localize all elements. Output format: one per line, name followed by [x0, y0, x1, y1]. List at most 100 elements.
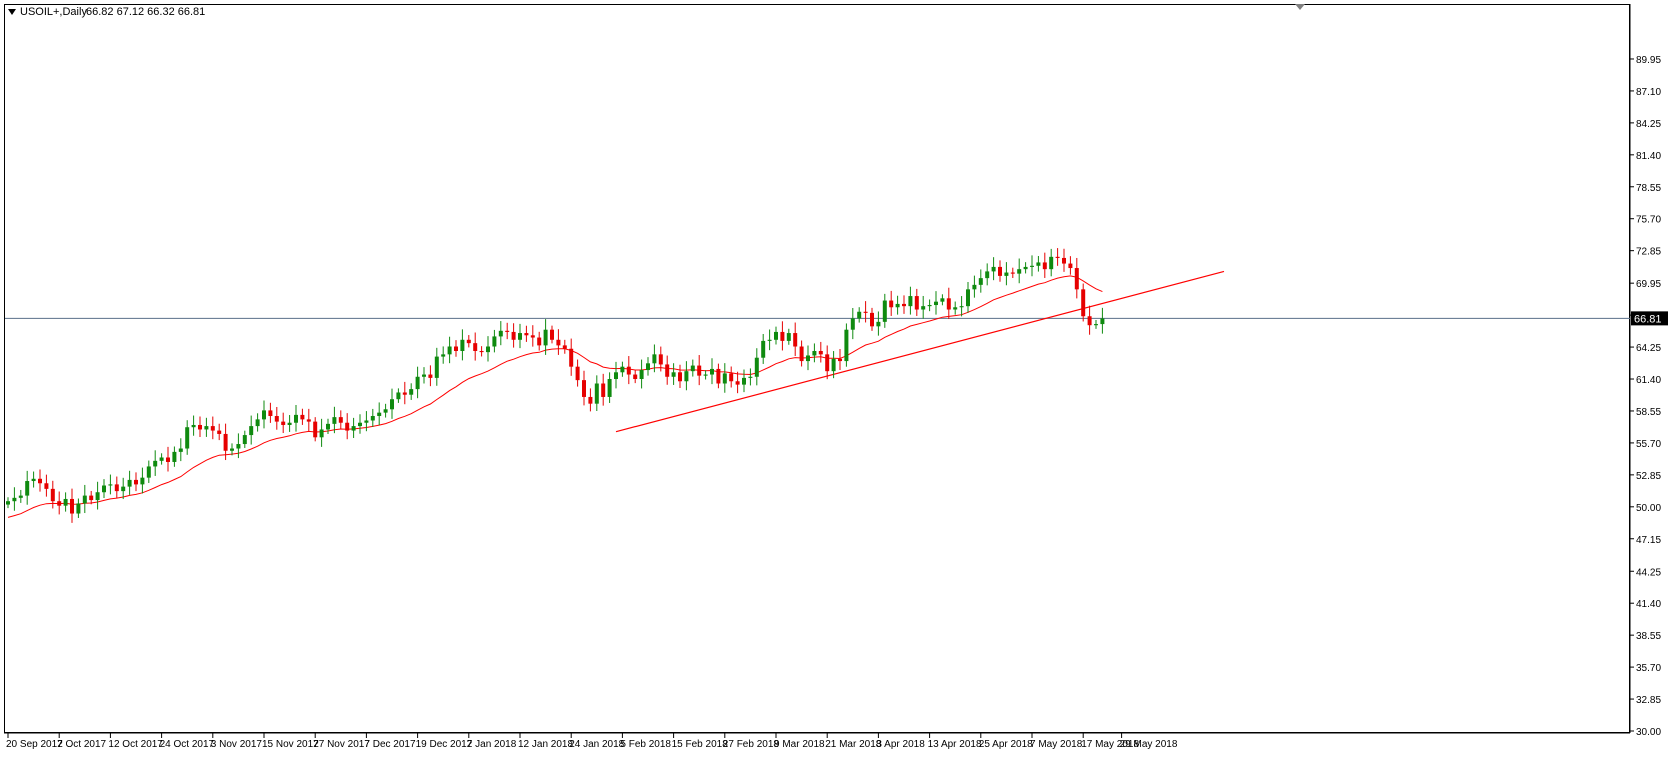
candle-body: [850, 318, 855, 330]
candle-body: [364, 420, 369, 423]
candle-body: [607, 379, 612, 397]
y-tick-label: 72.85: [1636, 247, 1661, 258]
candle-body: [1004, 272, 1009, 276]
candle-bearish: [281, 412, 286, 434]
candle-body: [940, 298, 945, 302]
candle-bullish: [319, 418, 324, 447]
candle-bullish: [940, 294, 945, 306]
candle-bearish: [658, 346, 663, 372]
candle-bullish: [409, 383, 414, 400]
candle-bullish: [850, 308, 855, 340]
trendline-group: [615, 270, 1225, 433]
candle-bullish: [140, 467, 145, 494]
candle-bearish: [537, 331, 542, 351]
candle-bearish: [511, 323, 516, 348]
candle-bearish: [678, 364, 682, 389]
y-tick-label: 78.55: [1636, 183, 1661, 194]
candle-body: [838, 358, 842, 362]
x-tick-label: 20 Sep 2017: [6, 739, 63, 750]
candle-body: [550, 329, 554, 340]
candle-bullish: [422, 367, 426, 384]
candle-bearish: [902, 295, 906, 314]
candle-body: [409, 389, 414, 395]
candle-body: [1017, 269, 1022, 274]
candle-body: [454, 346, 458, 351]
candle-bullish: [857, 307, 862, 323]
candle-bullish: [703, 370, 708, 380]
scroll-marker-icon[interactable]: [1295, 4, 1305, 10]
candle-bullish: [153, 450, 158, 476]
candle-body: [678, 372, 682, 382]
candle-bullish: [831, 351, 836, 379]
candle-body: [1081, 289, 1086, 317]
current-price-tag: 66.81: [1631, 311, 1668, 326]
candle-bearish: [556, 329, 561, 355]
candle-body: [70, 498, 74, 514]
candle-body: [780, 331, 785, 341]
candle-body: [882, 300, 887, 322]
candle-bullish: [908, 286, 913, 315]
menu-triangle-icon[interactable]: [8, 9, 16, 15]
candle-bullish: [127, 470, 132, 495]
candle-body: [466, 339, 471, 344]
candle-body: [806, 355, 810, 362]
x-tick-label: 15 Nov 2017: [262, 739, 319, 750]
candle-body: [1030, 265, 1034, 267]
candle-body: [1042, 262, 1047, 270]
candle-bearish: [569, 338, 574, 376]
candle-body: [562, 345, 567, 349]
candle-body: [18, 495, 23, 498]
candle-bullish: [985, 263, 990, 286]
candle-bearish: [89, 490, 94, 505]
y-tick-label: 38.55: [1636, 631, 1661, 642]
candle-body: [102, 485, 106, 493]
candle-bullish: [761, 333, 766, 364]
candle-body: [716, 368, 721, 384]
candle-bearish: [70, 488, 74, 523]
candle-body: [422, 374, 426, 377]
candle-body: [774, 331, 778, 340]
x-tick-label: 12 Jan 2018: [518, 739, 573, 750]
candle-bearish: [198, 416, 202, 438]
candle-bullish: [748, 368, 753, 386]
candle-bearish: [530, 325, 535, 347]
candle-body: [44, 483, 49, 489]
candle-body: [262, 410, 266, 420]
candle-body: [134, 479, 138, 485]
candle-body: [274, 416, 279, 422]
candle-body: [972, 284, 977, 290]
candle-body: [287, 422, 292, 425]
candle-bullish: [607, 372, 612, 403]
candle-bullish: [754, 348, 759, 386]
candle-body: [511, 331, 516, 340]
candle-body: [946, 298, 951, 310]
candle-bullish: [31, 471, 36, 488]
candle-body: [786, 333, 791, 341]
candle-bearish: [268, 402, 273, 423]
candle-body: [767, 339, 772, 341]
candle-body: [966, 289, 970, 307]
candle-bearish: [838, 348, 842, 370]
candle-body: [460, 339, 465, 351]
candle-bullish: [806, 345, 810, 371]
y-tick-label: 58.55: [1636, 407, 1661, 418]
candle-body: [505, 330, 510, 332]
candle-bullish: [1094, 319, 1098, 329]
candle-bullish: [460, 329, 465, 361]
y-tick-label: 81.40: [1636, 151, 1661, 162]
candle-body: [722, 373, 727, 384]
candle-bullish: [159, 453, 164, 465]
candle-body: [313, 421, 318, 438]
candle-bullish: [767, 329, 772, 351]
candle-body: [588, 396, 593, 404]
candle-bullish: [178, 438, 183, 462]
candle-bullish: [390, 388, 394, 419]
candle-bullish: [447, 336, 452, 364]
candle-bullish: [108, 474, 113, 495]
candle-body: [441, 354, 446, 357]
trendline[interactable]: [615, 270, 1225, 433]
candle-bullish: [146, 460, 151, 483]
candle-bullish: [18, 489, 23, 503]
candle-body: [255, 419, 260, 427]
candle-bearish: [1042, 252, 1047, 278]
